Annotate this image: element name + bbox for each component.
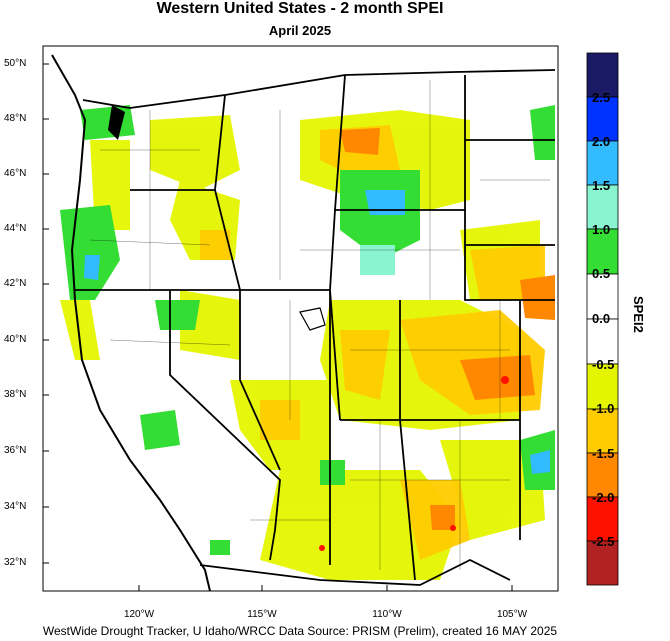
colorbar-label: 0.0 — [592, 311, 611, 326]
lon-label-120: 120°W — [123, 609, 155, 620]
colorbar-label: 1.0 — [592, 222, 611, 237]
colorbar-label: 0.5 — [592, 266, 611, 281]
colorbar-label: -2.5 — [592, 534, 615, 549]
puget-sound — [108, 105, 125, 140]
lon-label-105: 105°W — [496, 609, 528, 620]
state-boundaries — [75, 69, 556, 586]
lat-label-32: 32°N — [4, 557, 27, 568]
lon-label-115: 115°W — [247, 609, 277, 620]
lat-label-50: 50°N — [4, 58, 27, 69]
colorbar-label: -2.0 — [592, 490, 615, 505]
map-frame — [42, 45, 559, 592]
colorbar-label: -1.5 — [592, 446, 615, 461]
coastline — [51, 54, 211, 591]
lon-label-110: 110°W — [372, 609, 402, 620]
dry-severe-areas — [340, 128, 555, 530]
map-subtitle: April 2025 — [268, 23, 332, 38]
lat-label-34: 34°N — [4, 501, 27, 512]
lat-label-46: 46°N — [4, 168, 27, 179]
lat-label-36: 36°N — [4, 445, 27, 456]
credit-line: WestWide Drought Tracker, U Idaho/WRCC D… — [42, 624, 558, 638]
lat-label-40: 40°N — [4, 334, 27, 345]
dry-extreme-areas — [319, 376, 509, 551]
colorbar-label: -0.5 — [592, 357, 615, 372]
colorbar-label: 2.5 — [592, 90, 611, 105]
lon-ticks — [138, 585, 513, 591]
map-title: Western United States - 2 month SPEI — [156, 0, 444, 17]
colorbar-label: 2.0 — [592, 134, 611, 149]
lat-label-48: 48°N — [4, 113, 27, 124]
colorbar-label: -1.0 — [592, 401, 615, 416]
lat-label-42: 42°N — [4, 278, 27, 289]
colorbar — [586, 52, 619, 586]
lat-ticks — [43, 63, 49, 564]
lat-label-44: 44°N — [4, 223, 27, 234]
lat-label-38: 38°N — [4, 389, 27, 400]
colorbar-title: SPEI2 — [631, 296, 646, 333]
county-boundaries — [89, 80, 550, 570]
great-salt-lake — [299, 307, 326, 331]
colorbar-label: 1.5 — [592, 178, 611, 193]
